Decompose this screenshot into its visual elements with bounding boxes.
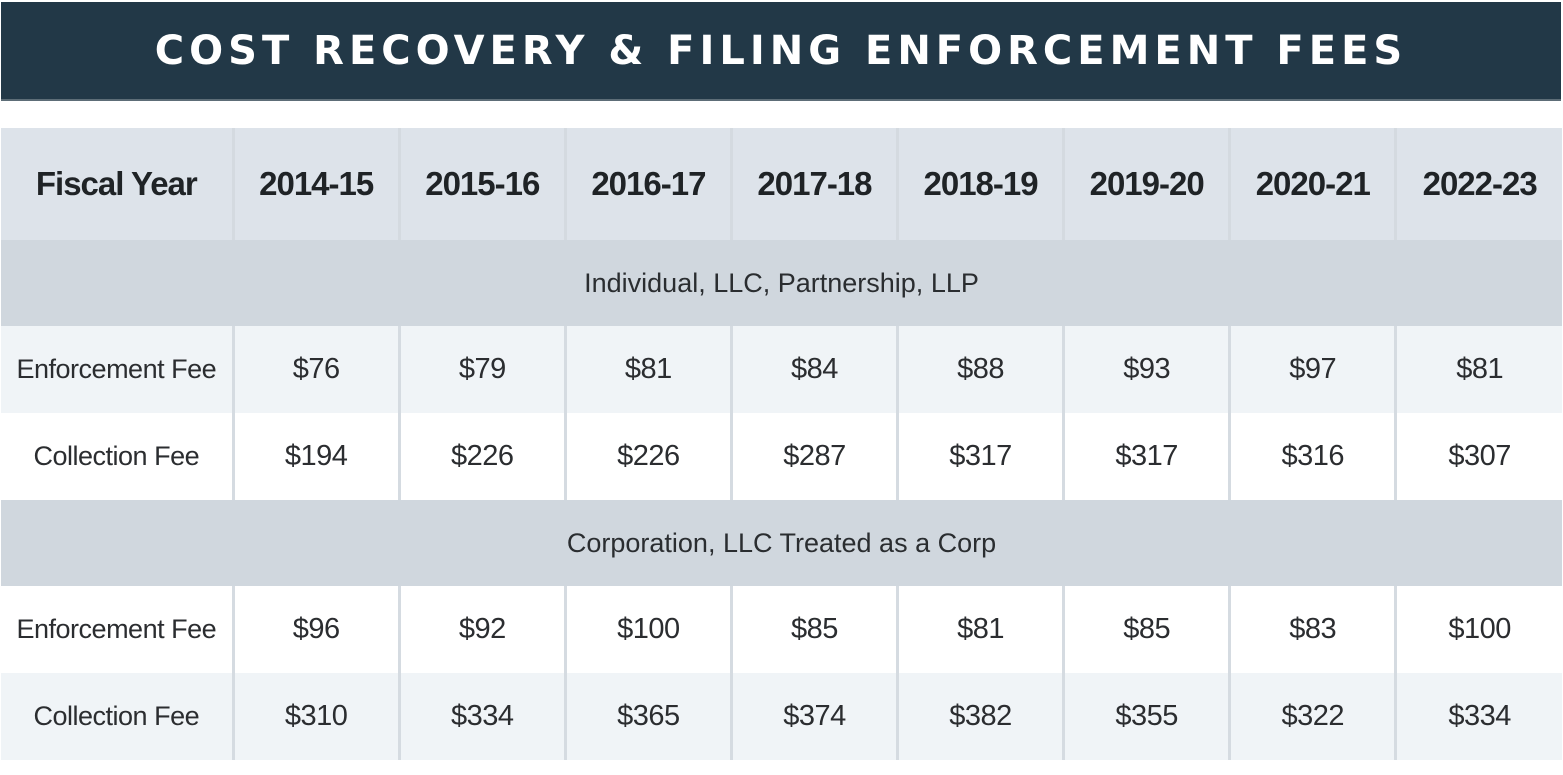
table-cell: $93 [1062,326,1230,413]
table-cell: $307 [1394,413,1562,500]
column-header-year: 2019-20 [1062,128,1230,240]
table-cell: $81 [563,326,732,413]
row-label: Enforcement Fee [1,586,234,673]
column-header-year: 2022-23 [1394,128,1562,240]
column-header-fiscal-year: Fiscal Year [1,128,234,240]
table-cell: $226 [563,413,732,500]
table-cell: $334 [1394,673,1562,760]
table-row: Enforcement Fee $76 $79 $81 $84 $88 $93 … [1,326,1562,413]
table-cell: $83 [1228,586,1396,673]
page-title: COST RECOVERY & FILING ENFORCEMENT FEES [154,27,1408,74]
table-cell: $310 [231,673,400,760]
table-row: Collection Fee $194 $226 $226 $287 $317 … [1,413,1562,500]
title-banner: COST RECOVERY & FILING ENFORCEMENT FEES [1,2,1561,101]
table-cell: $374 [729,673,898,760]
table-cell: $79 [397,326,566,413]
table-cell: $316 [1228,413,1396,500]
section-title: Individual, LLC, Partnership, LLP [1,240,1562,326]
column-header-year: 2016-17 [563,128,732,240]
table-cell: $365 [563,673,732,760]
table-cell: $81 [896,586,1064,673]
column-header-year: 2020-21 [1228,128,1396,240]
row-label: Collection Fee [1,413,234,500]
fees-table: Fiscal Year 2014-15 2015-16 2016-17 2017… [1,128,1562,760]
table-cell: $334 [397,673,566,760]
table-cell: $317 [1062,413,1230,500]
table-header-row: Fiscal Year 2014-15 2015-16 2016-17 2017… [1,128,1562,240]
table-row: Enforcement Fee $96 $92 $100 $85 $81 $85… [1,586,1562,673]
section-header-row: Corporation, LLC Treated as a Corp [1,500,1562,586]
row-label: Enforcement Fee [1,326,234,413]
section-title: Corporation, LLC Treated as a Corp [1,500,1562,586]
table-cell: $85 [729,586,898,673]
column-header-year: 2017-18 [729,128,898,240]
table-cell: $88 [896,326,1064,413]
table-cell: $81 [1394,326,1562,413]
table-cell: $287 [729,413,898,500]
table-cell: $97 [1228,326,1396,413]
table-cell: $100 [1394,586,1562,673]
row-label: Collection Fee [1,673,234,760]
column-header-year: 2015-16 [397,128,566,240]
column-header-year: 2014-15 [231,128,400,240]
table-cell: $226 [397,413,566,500]
table-cell: $76 [231,326,400,413]
column-header-year: 2018-19 [896,128,1064,240]
table-cell: $84 [729,326,898,413]
table-cell: $96 [231,586,400,673]
table-cell: $382 [896,673,1064,760]
table-cell: $85 [1062,586,1230,673]
table-cell: $355 [1062,673,1230,760]
table-cell: $92 [397,586,566,673]
table-cell: $194 [231,413,400,500]
table-row: Collection Fee $310 $334 $365 $374 $382 … [1,673,1562,760]
table-cell: $100 [563,586,732,673]
table-cell: $317 [896,413,1064,500]
table-cell: $322 [1228,673,1396,760]
section-header-row: Individual, LLC, Partnership, LLP [1,240,1562,326]
